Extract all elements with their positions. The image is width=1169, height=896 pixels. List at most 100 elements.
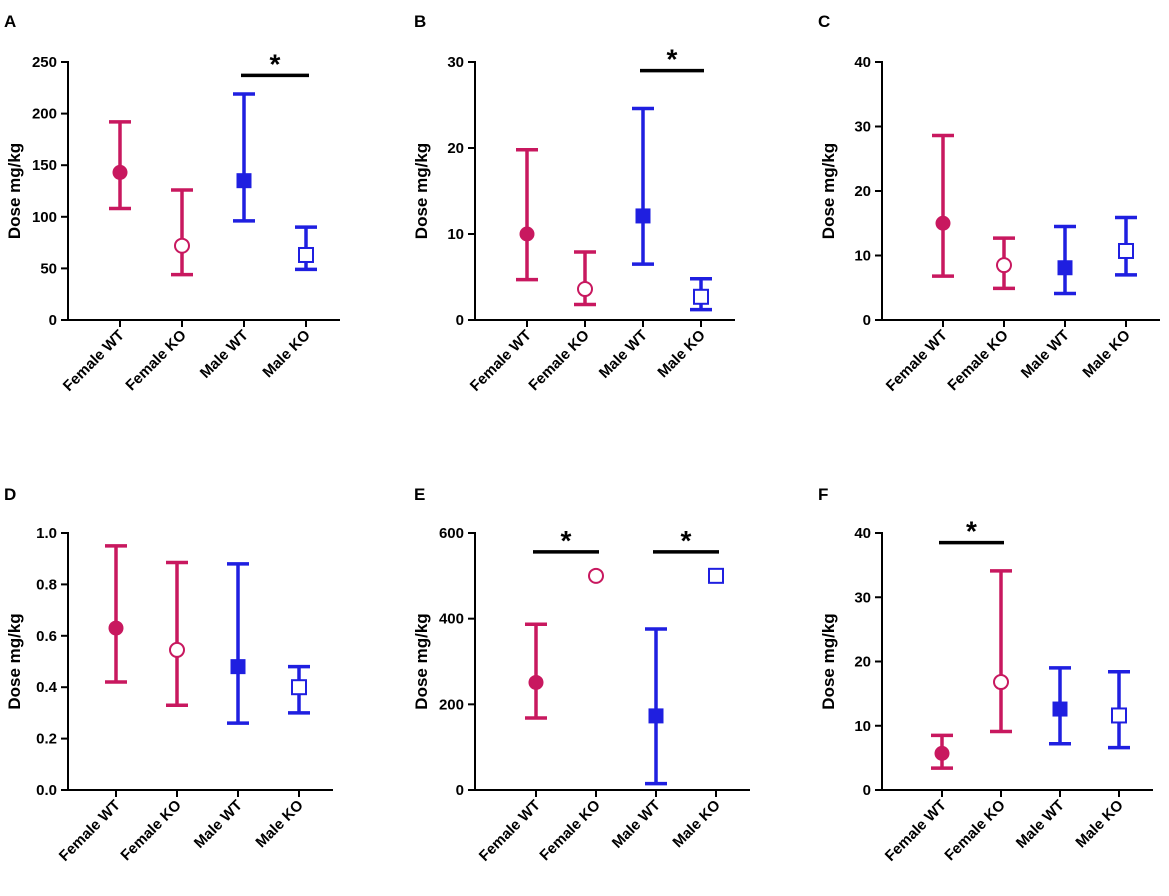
y-tick-label: 0.2 (36, 731, 57, 748)
x-tick-label: Male WT (1013, 797, 1068, 852)
y-tick-label: 0.8 (36, 576, 57, 593)
marker-square-filled (236, 173, 252, 189)
y-tick-label: 30 (854, 119, 871, 136)
marker-circle-open (174, 237, 190, 254)
data-point (295, 225, 317, 272)
marker-square-filled (230, 659, 246, 675)
marker-circle-filled (108, 620, 124, 636)
data-point (288, 664, 310, 715)
y-tick-label: 30 (854, 589, 871, 606)
data-point (1115, 215, 1137, 277)
y-tick-label: 40 (854, 54, 871, 71)
y-tick-label: 150 (32, 157, 57, 174)
data-point (171, 188, 193, 277)
y-axis-label: Dose mg/kg (412, 143, 431, 239)
x-tick-label: Male WT (1018, 327, 1073, 382)
y-tick-label: 0.0 (36, 782, 57, 799)
y-tick-label: 0 (863, 312, 871, 329)
y-tick-label: 0 (863, 782, 871, 799)
x-tick-label: Male KO (1072, 797, 1127, 852)
data-point (932, 133, 954, 278)
data-point (1049, 666, 1071, 746)
y-tick-label: 20 (854, 654, 871, 671)
marker-circle-open (169, 641, 185, 658)
significance-star: * (270, 48, 281, 79)
data-point (993, 236, 1015, 291)
x-tick-label: Female WT (467, 327, 535, 395)
y-tick-label: 0 (49, 312, 57, 329)
marker-square-open (693, 288, 709, 305)
x-tick-label: Male KO (654, 327, 709, 382)
y-axis-label: Dose mg/kg (819, 613, 838, 709)
data-point (645, 627, 667, 786)
y-axis-label: Dose mg/kg (412, 613, 431, 709)
y-tick-label: 0.4 (36, 679, 58, 696)
y-tick-label: 10 (447, 226, 464, 243)
y-tick-label: 1.0 (36, 525, 57, 542)
y-tick-label: 30 (447, 54, 464, 71)
x-tick-label: Male KO (669, 797, 724, 852)
y-tick-label: 10 (854, 718, 871, 735)
marker-square-open (291, 679, 307, 696)
data-point (166, 560, 188, 707)
x-tick-label: Male WT (596, 327, 651, 382)
marker-circle-open (993, 674, 1009, 691)
x-tick-label: Male WT (191, 797, 246, 852)
y-tick-label: 600 (439, 525, 464, 542)
panel-a: A Dose mg/kg 0 50 100 150 200 250 Female WTFemal… (4, 12, 340, 395)
data-point (690, 276, 712, 312)
panel-letter: A (4, 12, 16, 31)
x-tick-label: Female WT (883, 327, 951, 395)
panel-letter: B (414, 12, 426, 31)
y-axis-label: Dose mg/kg (5, 143, 24, 239)
y-tick-label: 50 (40, 260, 57, 277)
marker-square-filled (1052, 701, 1068, 717)
marker-circle-open (588, 567, 604, 584)
significance-star: * (681, 525, 692, 556)
y-axis-label: Dose mg/kg (819, 143, 838, 239)
data-point (516, 147, 538, 282)
y-tick-label: 100 (32, 209, 57, 226)
x-tick-label: Female WT (882, 797, 950, 865)
panel-letter: D (4, 485, 16, 504)
y-tick-label: 200 (32, 106, 57, 123)
marker-square-filled (648, 708, 664, 724)
marker-circle-open (577, 281, 593, 298)
x-tick-label: Male WT (609, 797, 664, 852)
marker-square-open (708, 567, 724, 584)
significance-star: * (667, 44, 678, 75)
data-point (931, 733, 953, 770)
x-tick-label: Female WT (476, 797, 544, 865)
x-tick-label: Female KO (941, 797, 1009, 865)
x-tick-label: Male KO (252, 797, 307, 852)
y-tick-label: 400 (439, 611, 464, 628)
y-axis-label: Dose mg/kg (5, 613, 24, 709)
x-tick-label: Female KO (944, 327, 1012, 395)
data-point (109, 120, 131, 211)
y-tick-label: 20 (447, 140, 464, 157)
significance-star: * (966, 516, 977, 547)
x-tick-label: Female KO (117, 797, 185, 865)
x-tick-label: Male KO (259, 327, 314, 382)
marker-square-filled (635, 208, 651, 224)
data-point (708, 567, 724, 584)
marker-circle-filled (528, 674, 544, 690)
y-tick-label: 200 (439, 696, 464, 713)
marker-circle-open (996, 257, 1012, 274)
marker-square-filled (1057, 260, 1073, 276)
x-tick-label: Male KO (1079, 327, 1134, 382)
y-tick-label: 40 (854, 525, 871, 542)
data-point (990, 569, 1012, 734)
marker-circle-filled (935, 215, 951, 231)
marker-circle-filled (112, 164, 128, 180)
panel-letter: F (818, 485, 828, 504)
y-tick-label: 250 (32, 54, 57, 71)
x-tick-label: Female KO (525, 327, 593, 395)
significance-star: * (561, 525, 572, 556)
x-tick-label: Male WT (197, 327, 252, 382)
